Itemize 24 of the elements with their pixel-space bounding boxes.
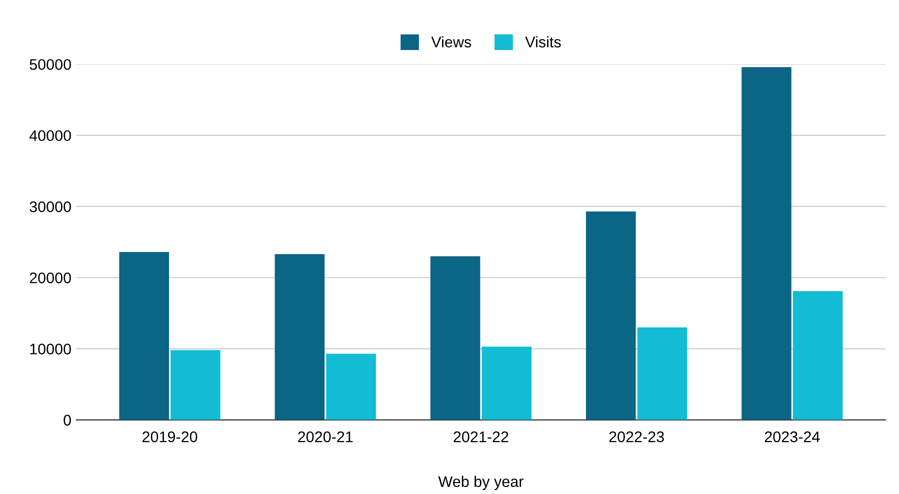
y-tick-label: 30000 xyxy=(30,201,71,212)
x-tick-label: 2023-24 xyxy=(764,431,820,442)
bar xyxy=(170,350,220,420)
bar xyxy=(742,67,792,420)
x-tick-label: 2020-21 xyxy=(298,431,353,442)
y-tick-label: 20000 xyxy=(30,272,71,284)
x-tick-label: 2022-23 xyxy=(609,431,664,442)
legend-label: Views xyxy=(431,36,472,48)
bar xyxy=(482,346,532,420)
bar xyxy=(792,291,843,420)
bar xyxy=(274,254,325,420)
bar xyxy=(326,354,376,420)
y-tick-label: 50000 xyxy=(30,59,71,70)
y-tick-label: 0 xyxy=(64,414,71,426)
x-tick-label: 2019-20 xyxy=(142,431,198,442)
y-tick-label: 10000 xyxy=(30,344,71,354)
bar xyxy=(637,327,688,420)
bar xyxy=(586,211,636,420)
y-tick-label: 40000 xyxy=(29,130,71,142)
x-axis-title: Web by year xyxy=(438,476,524,490)
bar xyxy=(430,256,480,420)
legend-label: Visits xyxy=(525,36,561,48)
x-tick-label: 2021-22 xyxy=(454,431,508,442)
bar xyxy=(119,252,169,420)
